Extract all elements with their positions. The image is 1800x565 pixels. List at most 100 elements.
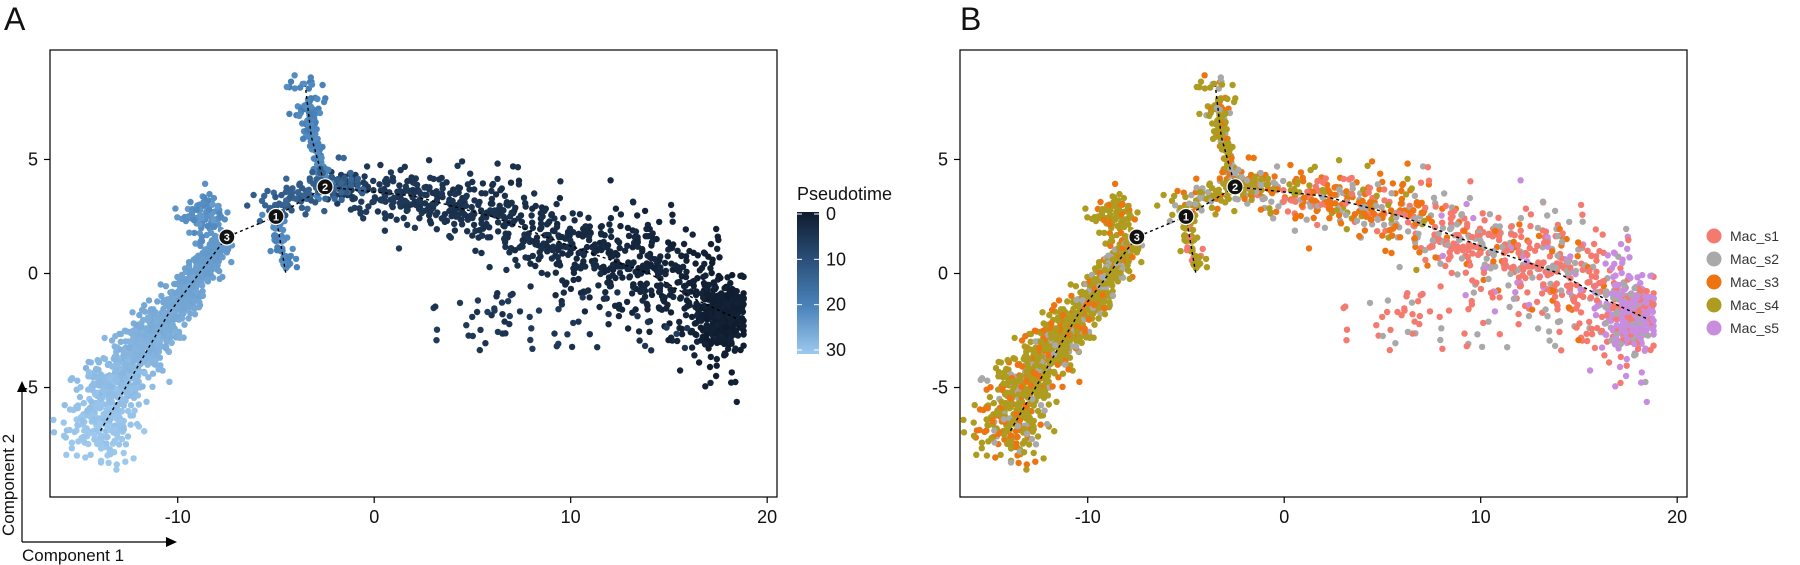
cell-point (1393, 214, 1400, 221)
cell-point (541, 207, 548, 215)
cell-point (1379, 313, 1386, 321)
cell-point (90, 416, 98, 423)
cell-point (678, 325, 685, 333)
cell-point (291, 85, 299, 92)
cell-point (601, 295, 608, 302)
cell-point (1387, 326, 1394, 334)
cell-point (1418, 199, 1425, 206)
cell-point (192, 240, 199, 247)
cell-point (1518, 233, 1525, 241)
cell-point (211, 223, 218, 231)
cell-point (1554, 233, 1562, 240)
cell-point (274, 244, 281, 251)
cell-point (628, 290, 636, 297)
cell-point (1449, 213, 1456, 220)
cell-point (552, 269, 559, 276)
cell-point (1622, 372, 1630, 380)
cell-point (1379, 232, 1386, 239)
cell-point (634, 212, 641, 219)
cell-point (286, 110, 293, 118)
cell-point (518, 218, 526, 226)
cell-point (433, 326, 441, 333)
cell-point (145, 317, 152, 324)
cell-point (1177, 247, 1184, 255)
cell-point (1542, 306, 1549, 313)
cell-point (1461, 330, 1468, 337)
cell-point (586, 223, 593, 230)
cell-point (387, 169, 395, 176)
panel-label-a: A (4, 1, 26, 37)
cell-point (1066, 354, 1074, 361)
cell-point (1617, 379, 1624, 387)
cell-point (1604, 252, 1612, 259)
cell-point (1575, 239, 1582, 246)
cell-point (347, 182, 355, 189)
cell-point (456, 184, 464, 192)
cell-point (1619, 256, 1626, 263)
cell-point (525, 235, 532, 242)
cell-point (272, 237, 279, 245)
cell-point (1540, 281, 1547, 288)
cell-point (992, 454, 999, 461)
cell-point (1402, 191, 1410, 198)
cell-point (221, 216, 228, 223)
trajectory-a (98, 86, 738, 434)
cell-point (1207, 84, 1214, 91)
cell-point (1468, 301, 1476, 308)
cell-point (80, 399, 88, 407)
cell-point (120, 417, 128, 425)
cell-point (677, 294, 685, 301)
cell-point (529, 224, 537, 232)
cell-point (501, 235, 508, 242)
cell-point (638, 265, 645, 272)
cell-point (670, 293, 677, 301)
cell-point (1612, 272, 1619, 279)
cell-point (402, 183, 409, 190)
cell-point (469, 313, 476, 321)
cell-point (1368, 216, 1375, 223)
cell-point (558, 301, 566, 308)
cell-point (301, 193, 308, 200)
cell-point (667, 286, 674, 293)
cell-point (75, 422, 82, 429)
cell-point (492, 191, 500, 198)
cell-point (157, 281, 164, 288)
cell-point (462, 202, 470, 210)
cell-point (172, 205, 179, 212)
cell-point (1623, 321, 1631, 329)
cell-point (50, 416, 57, 424)
cell-point (1584, 247, 1591, 254)
cell-point (1321, 224, 1329, 231)
cell-point (1491, 308, 1499, 315)
cell-point (469, 232, 476, 239)
cell-point (639, 287, 647, 294)
cell-point (1546, 337, 1553, 344)
cell-point (85, 358, 92, 366)
cell-point (1544, 234, 1551, 241)
cell-point (734, 332, 742, 339)
cell-point (197, 242, 204, 249)
cell-point (1572, 267, 1580, 275)
cell-point (185, 315, 192, 322)
cell-point (555, 306, 562, 313)
cell-point (506, 249, 513, 256)
cell-point (682, 312, 690, 319)
cell-point (1307, 166, 1314, 174)
cell-point (1389, 180, 1397, 187)
cell-point (1218, 81, 1226, 88)
cell-point (1613, 321, 1620, 329)
cell-point (1539, 198, 1547, 205)
cell-point (73, 452, 81, 459)
cell-point (120, 402, 128, 409)
cell-point (1353, 217, 1361, 224)
cell-point (960, 429, 968, 436)
cell-point (1361, 220, 1368, 228)
cell-point (149, 370, 157, 377)
cell-point (1470, 214, 1477, 222)
cell-point (544, 243, 551, 250)
cell-point (131, 375, 138, 382)
cell-point (1632, 351, 1639, 358)
cell-point (1217, 197, 1225, 204)
cell-point (1082, 205, 1089, 212)
cell-point (1169, 211, 1176, 218)
